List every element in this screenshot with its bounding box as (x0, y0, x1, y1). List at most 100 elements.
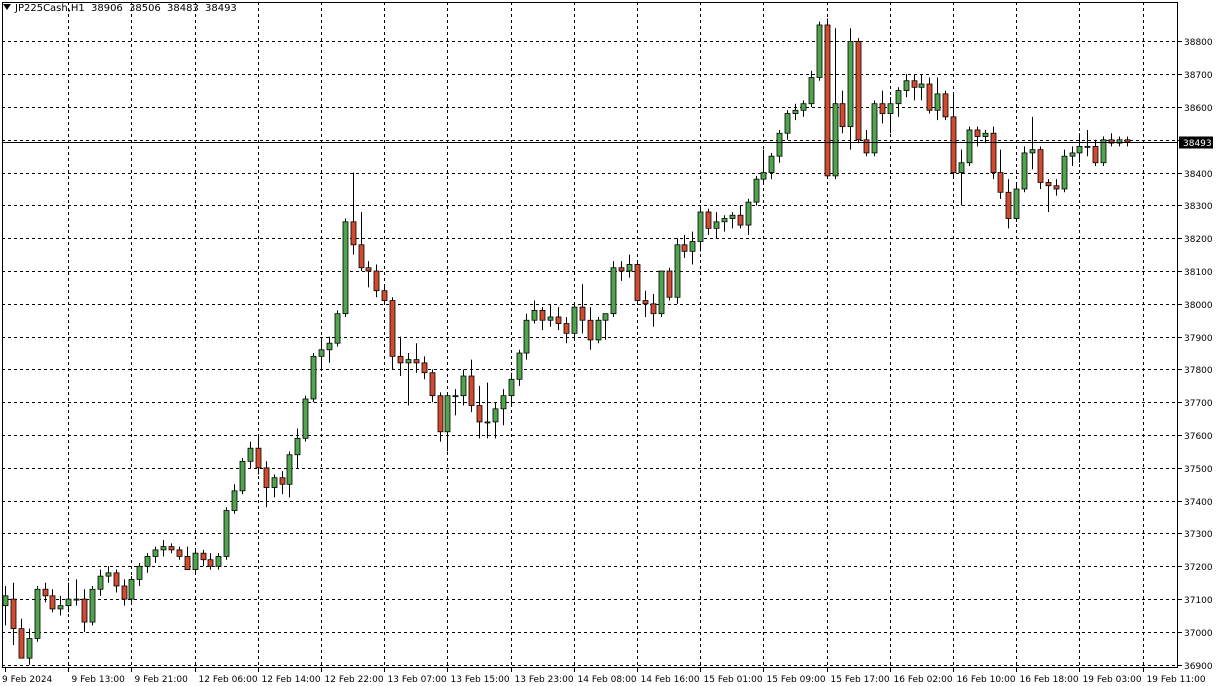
bull-candle-body (89, 588, 96, 623)
bull-candle-body (405, 359, 412, 364)
bull-candle-body (784, 113, 791, 134)
bull-candle-body (516, 352, 523, 380)
time-tick-label: 13 Feb 23:00 (515, 675, 574, 685)
bull-candle-body (1076, 145, 1083, 154)
bear-candle-body (666, 270, 673, 298)
price-tick-label: 38300 (1184, 202, 1213, 212)
bull-candle-body (73, 598, 80, 601)
bear-candle-body (1037, 149, 1044, 183)
time-tick-label: 12 Feb 22:00 (325, 675, 384, 685)
price-tick-label: 38200 (1184, 235, 1213, 245)
bull-candle-body (816, 24, 823, 78)
price-tick-label: 37600 (1184, 432, 1213, 442)
bear-candle-body (279, 477, 286, 485)
price-tick-label: 38400 (1184, 170, 1213, 180)
bull-candle-body (1100, 139, 1107, 164)
bull-candle-body (808, 77, 815, 105)
price-tick-label: 37800 (1184, 366, 1213, 376)
price-tick-label: 37400 (1184, 498, 1213, 508)
bear-candle-body (49, 595, 56, 610)
price-tick-label: 38700 (1184, 71, 1213, 81)
bull-candle-body (745, 201, 752, 226)
bear-candle-body (18, 628, 25, 659)
bear-candle-body (176, 549, 183, 557)
bull-candle-body (713, 221, 720, 229)
bear-candle-body (926, 83, 933, 111)
price-tick-label: 38100 (1184, 268, 1213, 278)
bull-candle-body (105, 572, 112, 577)
price-tick-label: 36900 (1184, 662, 1213, 672)
bear-candle-body (555, 316, 562, 324)
bear-candle-body (421, 362, 428, 374)
time-tick-label: 13 Feb 07:00 (388, 675, 447, 685)
bear-candle-body (563, 323, 570, 334)
bull-candle-body (1013, 188, 1020, 219)
bull-candle-body (1069, 152, 1076, 157)
bear-candle-body (365, 267, 372, 272)
bull-candle-body (215, 556, 222, 567)
bull-candle-body (302, 398, 309, 439)
bull-candle-body (1084, 145, 1091, 148)
bull-candle-body (689, 241, 696, 252)
bear-candle-body (437, 395, 444, 433)
bear-candle-body (634, 264, 641, 301)
bull-candle-body (871, 103, 878, 154)
bull-candle-body (144, 556, 151, 567)
bear-candle-body (1005, 191, 1012, 219)
bear-candle-body (381, 290, 388, 301)
current-price-label-box (1179, 136, 1213, 149)
bear-candle-body (950, 116, 957, 174)
price-tick-label: 38000 (1184, 301, 1213, 311)
price-tick-label: 37900 (1184, 334, 1213, 344)
price-tick-label: 38600 (1184, 104, 1213, 114)
bear-candle-body (1108, 139, 1115, 144)
symbol-label: JP225Cash,H1 (15, 3, 85, 14)
chart-header: JP225Cash,H1 38906 38506 38483 38493 (3, 3, 240, 14)
bull-candle-body (34, 588, 41, 639)
close-value: 38493 (204, 3, 237, 14)
bull-candle-body (531, 309, 538, 321)
bull-candle-body (547, 316, 554, 321)
bear-candle-body (1045, 182, 1052, 187)
bull-candle-body (294, 437, 301, 456)
bear-candle-body (468, 375, 475, 406)
bull-candle-body (223, 510, 230, 557)
bear-candle-body (373, 270, 380, 292)
bear-candle-body (839, 103, 846, 128)
time-tick-label: 19 Feb 11:00 (1147, 675, 1206, 685)
price-tick-label: 37300 (1184, 530, 1213, 540)
bull-candle-body (697, 211, 704, 242)
bear-candle-body (974, 129, 981, 137)
bear-candle-body (705, 211, 712, 229)
bull-candle-body (57, 605, 64, 610)
time-tick-label: 12 Feb 06:00 (199, 675, 258, 685)
bull-candle-body (247, 447, 254, 462)
dropdown-triangle-icon[interactable] (3, 4, 11, 10)
bear-candle-body (997, 172, 1004, 193)
bull-candle-body (847, 40, 854, 128)
bull-candle-body (326, 342, 333, 351)
price-tick-label: 37200 (1184, 563, 1213, 573)
bull-candle-body (800, 103, 807, 111)
time-tick-label: 9 Feb 2024 (2, 675, 53, 685)
bull-candle-body (966, 129, 973, 164)
bear-candle-body (911, 80, 918, 88)
bear-candle-body (990, 132, 997, 174)
bear-candle-body (389, 300, 396, 357)
bear-candle-body (1053, 185, 1060, 190)
time-tick-label: 14 Feb 08:00 (578, 675, 637, 685)
time-tick-label: 15 Feb 17:00 (831, 675, 890, 685)
bear-candle-body (397, 355, 404, 364)
bear-candle-body (81, 598, 88, 623)
bull-candle-body (231, 490, 238, 511)
bull-candle-body (523, 319, 530, 354)
bear-candle-body (10, 598, 17, 630)
bear-candle-body (263, 467, 270, 488)
bull-candle-body (674, 244, 681, 298)
bull-candle-body (508, 378, 515, 397)
bear-candle-body (579, 306, 586, 321)
current-price-label: 38493 (1183, 139, 1212, 149)
bull-candle-body (760, 172, 767, 180)
